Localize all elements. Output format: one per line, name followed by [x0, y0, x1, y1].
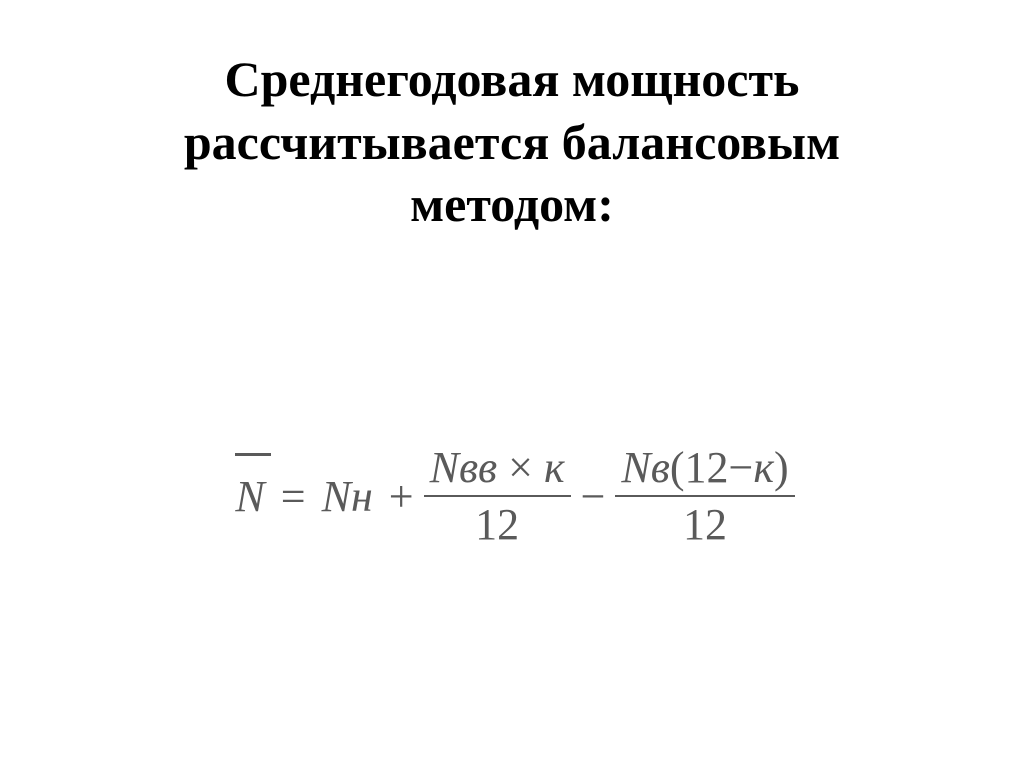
minus-sign: − [581, 471, 606, 522]
title-line-2: рассчитывается балансовым [60, 111, 964, 174]
symbol-N: N [235, 471, 264, 522]
formula: N = Nн + Nвв × к 12 − Nв(12−к) 1 [229, 440, 794, 552]
formula-container: N = Nн + Nвв × к 12 − Nв(12−к) 1 [0, 440, 1024, 552]
plus-sign: + [389, 471, 414, 522]
symbol-k-1: к [544, 443, 565, 492]
fraction-1-denominator: 12 [469, 497, 525, 552]
inner-minus: − [729, 443, 754, 492]
slide: Среднегодовая мощность рассчитывается ба… [0, 0, 1024, 767]
fraction-1: Nвв × к 12 [424, 440, 571, 552]
close-paren: ) [774, 443, 789, 492]
equals-sign: = [281, 471, 306, 522]
fraction-2: Nв(12−к) 12 [615, 440, 794, 552]
symbol-k-2: к [753, 443, 774, 492]
fraction-2-numerator: Nв(12−к) [615, 440, 794, 495]
number-12: 12 [685, 443, 729, 492]
overline [235, 453, 271, 456]
times-sign: × [508, 443, 533, 492]
symbol-N-bar: N [235, 471, 264, 522]
open-paren: ( [670, 443, 685, 492]
fraction-2-denominator: 12 [677, 497, 733, 552]
symbol-Nn: Nн [322, 471, 373, 522]
slide-title: Среднегодовая мощность рассчитывается ба… [60, 48, 964, 236]
symbol-Nvv: Nвв [430, 443, 498, 492]
fraction-1-numerator: Nвв × к [424, 440, 571, 495]
title-line-1: Среднегодовая мощность [60, 48, 964, 111]
title-line-3: методом: [60, 173, 964, 236]
symbol-Nv: Nв [621, 443, 669, 492]
